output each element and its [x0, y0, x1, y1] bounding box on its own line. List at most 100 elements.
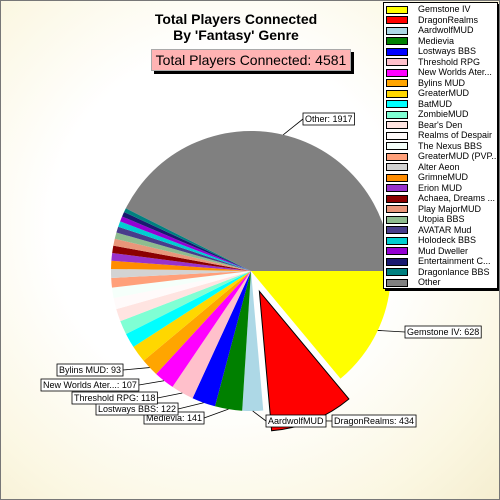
legend-item: DragonRealms — [386, 15, 496, 26]
legend-swatch — [386, 194, 408, 203]
callout-leader — [252, 410, 267, 422]
pie-slice — [114, 232, 251, 271]
legend-swatch — [386, 226, 408, 234]
chart-title-line-1: Total Players Connected — [154, 11, 318, 27]
legend-item: Utopia BBS — [386, 214, 496, 225]
legend-swatch — [386, 100, 408, 108]
pie-slice — [116, 226, 252, 271]
callout-label: DragonRealms: 434 — [334, 416, 414, 426]
legend-label: BatMUD — [418, 98, 453, 109]
legend-swatch — [386, 110, 408, 119]
legend-swatch — [386, 247, 408, 255]
pie-slice — [133, 271, 251, 361]
callout: DragonRealms: 434 — [312, 414, 417, 428]
legend-item: Medievia — [386, 36, 496, 47]
pie-slice — [251, 271, 391, 379]
callout-leader — [377, 330, 406, 333]
legend-swatch — [386, 5, 408, 14]
legend-item: Erion MUD — [386, 183, 496, 194]
callout-label: Medievia: 141 — [146, 413, 202, 423]
legend-label: Play MajorMUD — [418, 203, 482, 214]
legend-item: Mud Dweller — [386, 246, 496, 257]
legend-swatch — [386, 89, 408, 98]
callout: Bylins MUD: 93 — [56, 363, 150, 377]
legend-label: Other — [418, 277, 441, 287]
pie-slice — [111, 260, 252, 271]
callout: Threshold RPG: 118 — [71, 391, 183, 405]
callout-box — [56, 363, 124, 377]
legend-swatch — [386, 131, 408, 140]
legend-item: Other — [386, 277, 496, 288]
callout-box — [40, 378, 140, 392]
legend-swatch — [386, 205, 408, 213]
legend-label: GrimneMUD — [418, 172, 469, 182]
pie-slice — [112, 245, 251, 271]
callout: AardwolfMUD — [252, 410, 327, 428]
legend-swatch — [386, 79, 408, 87]
pie-slice — [111, 268, 252, 278]
callout-box — [265, 414, 327, 428]
pie-slice — [116, 271, 252, 322]
chart-title: Total Players Connected By 'Fantasy' Gen… — [121, 11, 351, 43]
pie-slice — [242, 271, 264, 412]
legend-item: Threshold RPG — [386, 57, 496, 68]
legend-label: Realms of Despair — [418, 130, 493, 140]
legend-swatch — [386, 37, 408, 45]
legend-item: Entertainment C... — [386, 256, 496, 267]
legend-swatch — [386, 16, 408, 24]
legend-swatch — [386, 257, 408, 266]
callout-label: Threshold RPG: 118 — [74, 393, 155, 403]
legend-label: Gemstone IV — [418, 4, 471, 14]
legend-swatch — [386, 163, 408, 171]
pie-slice — [111, 252, 252, 271]
callout-box — [404, 325, 482, 339]
pie-slice — [113, 238, 251, 271]
legend-swatch — [386, 68, 408, 77]
callout: New Worlds Ater...: 107 — [40, 378, 165, 392]
legend-item: Holodeck BBS — [386, 235, 496, 246]
legend-item: The Nexus BBS — [386, 141, 496, 152]
callout-box — [71, 391, 158, 405]
legend-swatch — [386, 173, 408, 182]
legend-label: Mud Dweller — [418, 245, 469, 256]
legend-item: Realms of Despair — [386, 130, 496, 141]
callout-label: Lostways BBS: 122 — [98, 404, 176, 414]
callout-label: AardwolfMUD — [268, 416, 324, 426]
legend-label: Entertainment C... — [418, 256, 491, 266]
legend-swatch — [386, 152, 408, 161]
legend-label: Bear's Den — [418, 119, 463, 130]
legend-label: Alter Aeon — [418, 161, 460, 172]
legend-label: Erion MUD — [418, 182, 463, 193]
legend-label: ZombieMUD — [418, 109, 469, 119]
legend-label: Utopia BBS — [418, 214, 465, 224]
callout-label: Bylins MUD: 93 — [59, 365, 121, 375]
legend-item: GreaterMUD — [386, 88, 496, 99]
legend-swatch — [386, 121, 408, 129]
legend-item: AVATAR Mud — [386, 225, 496, 236]
pie-slice — [120, 216, 252, 271]
pie-slice — [111, 271, 251, 288]
legend-label: New Worlds Ater... — [418, 67, 492, 77]
legend-label: Threshold RPG — [418, 56, 481, 67]
legend-swatch — [386, 47, 408, 56]
total-players-badge: Total Players Connected: 4581 — [151, 49, 351, 71]
pie-slice — [214, 271, 251, 411]
legend-swatch — [386, 142, 408, 150]
legend-item: BatMUD — [386, 99, 496, 110]
legend-item: New Worlds Ater... — [386, 67, 496, 78]
legend-label: Dragonlance BBS — [418, 266, 490, 277]
legend-item: Play MajorMUD — [386, 204, 496, 215]
pie-slice — [120, 271, 251, 335]
legend-label: GreaterMUD (PVP... — [418, 151, 496, 161]
callout-label: Other: 1917 — [305, 114, 353, 124]
pie-slice — [156, 271, 251, 387]
legend-swatch — [386, 236, 408, 245]
legend-swatch — [386, 26, 408, 35]
legend-label: AardwolfMUD — [418, 25, 474, 35]
legend-swatch — [386, 215, 408, 224]
callout: Other: 1917 — [282, 112, 355, 136]
legend-item: Lostways BBS — [386, 46, 496, 57]
callout-leader — [177, 402, 204, 410]
callout-leader — [282, 118, 304, 136]
